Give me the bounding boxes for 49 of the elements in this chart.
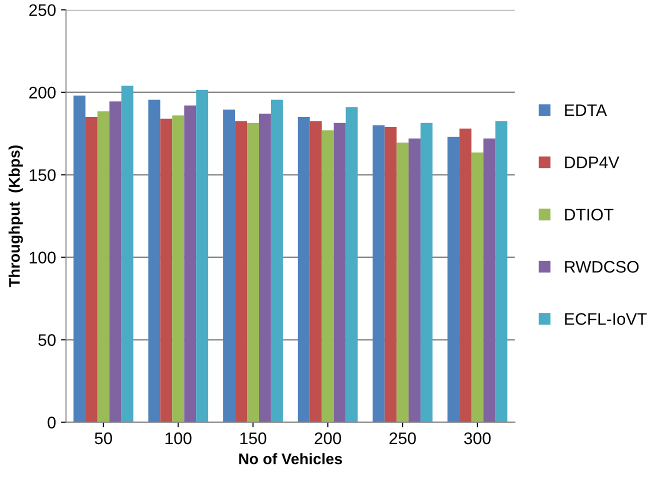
bar	[223, 110, 236, 422]
bar	[420, 122, 433, 422]
legend-label: RWDCSO	[565, 260, 639, 273]
bar	[258, 114, 271, 422]
bar	[85, 117, 98, 422]
y-tick-label: 150	[30, 169, 56, 181]
x-tick-label: 100	[166, 432, 192, 444]
y-tick-label: 50	[38, 334, 56, 346]
bar	[334, 122, 346, 422]
bar	[408, 138, 421, 422]
x-tick-label: 50	[94, 432, 112, 444]
bar	[270, 100, 283, 422]
bar	[483, 138, 496, 422]
bar	[109, 101, 122, 422]
bar	[148, 100, 160, 422]
legend-label: DTIOT	[565, 208, 614, 221]
legend-label: EDTA	[565, 104, 607, 116]
y-tick-label: 250	[29, 4, 56, 16]
bar	[310, 121, 322, 422]
y-tick-label: 100	[30, 252, 56, 264]
x-tick-label: 200	[314, 432, 342, 444]
bar	[160, 118, 172, 422]
bar	[322, 130, 334, 422]
bar	[459, 128, 472, 422]
bar	[97, 111, 110, 422]
bar	[495, 121, 508, 422]
bar	[372, 125, 385, 422]
bar	[396, 142, 409, 422]
y-tick-label: 0	[48, 416, 56, 428]
bar	[235, 121, 248, 422]
bar	[298, 117, 310, 422]
bar	[447, 136, 460, 422]
y-axis-title: Throughput (Kbps)	[8, 146, 23, 288]
bar	[121, 86, 134, 422]
bar	[73, 96, 86, 422]
bar	[196, 90, 208, 422]
bar	[247, 122, 259, 422]
legend-label: DDP4V	[565, 156, 620, 168]
bar	[346, 107, 358, 422]
legend-label: ECFL-IoVT	[565, 313, 647, 325]
x-tick-label: 150	[240, 432, 266, 444]
bar	[184, 106, 196, 422]
bar	[384, 126, 397, 422]
x-tick-label: 300	[464, 432, 491, 444]
bar	[471, 152, 484, 422]
y-tick-label: 200	[29, 86, 56, 99]
x-tick-label: 250	[390, 432, 416, 444]
x-axis-title: No of Vehicles	[239, 453, 342, 464]
bar	[172, 115, 184, 422]
